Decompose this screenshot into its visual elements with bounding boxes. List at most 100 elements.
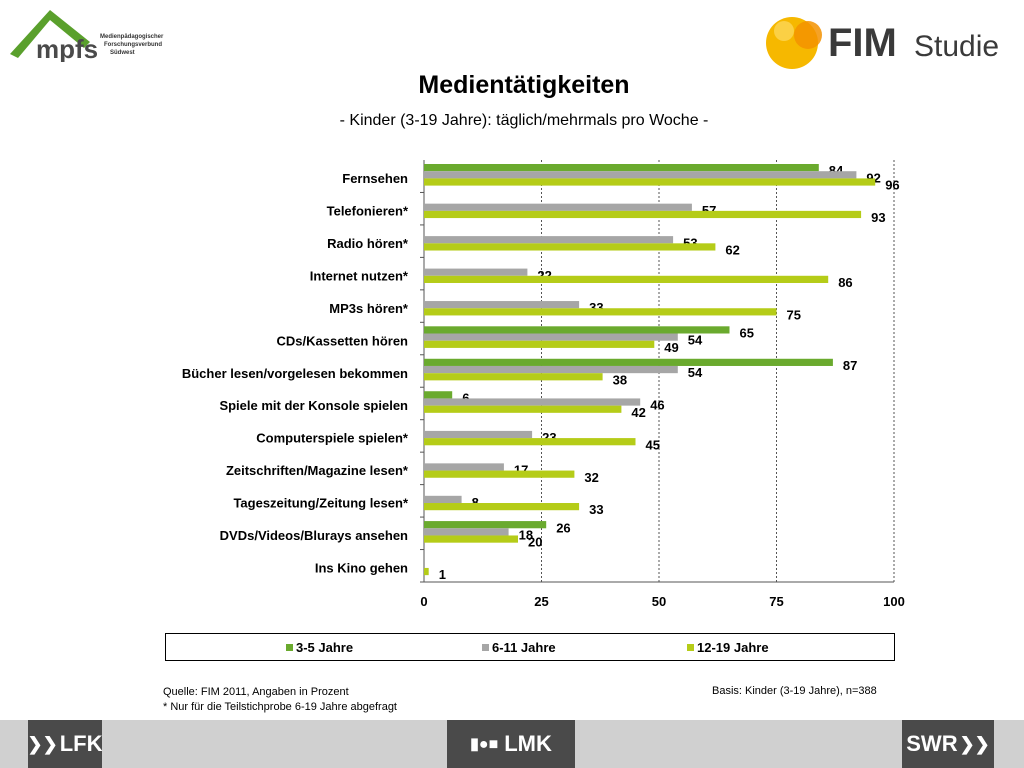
chart-title: Medientätigkeiten [418,71,630,99]
data-label: 86 [838,275,852,290]
subsample-note: * Nur für die Teilstichprobe 6-19 Jahre … [163,701,397,713]
data-label: 62 [725,243,739,258]
lmk-logo: ▮●■ LMK [447,720,575,768]
chart-subtitle: - Kinder (3-19 Jahre): täglich/mehrmals … [339,112,709,129]
category-label: Radio hören* [327,236,409,251]
category-label: Spiele mit der Konsole spielen [219,398,408,413]
bar [424,243,716,251]
x-tick-label: 50 [652,594,666,609]
bar [424,340,655,348]
bar [424,567,429,576]
mpfs-caption-1: Medienpädagogischer [100,34,164,40]
bar [424,301,580,309]
data-label: 42 [631,405,645,420]
mpfs-caption-3: Südwest [110,50,135,56]
data-label: 26 [556,520,570,535]
legend-label-12-19: 12-19 Jahre [697,640,769,655]
bar [424,528,509,536]
data-label: 8 [472,495,479,510]
mpfs-logo-text: mpfs [36,34,98,62]
category-label: Telefonieren* [327,203,409,218]
x-tick-label: 75 [769,594,783,609]
bar [424,203,692,211]
bar [424,405,622,413]
bar [424,236,674,244]
category-label: Computerspiele spielen* [256,431,409,446]
data-label: 32 [584,470,598,485]
bar [424,463,504,471]
swr-logo-text: SWR [906,731,958,756]
chart-legend: 3-5 Jahre 6-11 Jahre 12-19 Jahre [165,633,895,661]
data-label: 54 [688,333,703,348]
fim-studie-logo: FIM Studie [760,10,1010,72]
lfk-logo: ❯❯ LFK [28,720,102,768]
x-tick-label: 25 [534,594,548,609]
bar [424,308,777,316]
bar [424,171,857,179]
bar [424,503,580,511]
data-label: 96 [885,178,899,193]
data-label: 87 [843,358,857,373]
data-label: 45 [646,437,660,452]
category-label: Tageszeitung/Zeitung lesen* [233,496,409,511]
legend-label-6-11: 6-11 Jahre [492,640,556,655]
bar [424,438,636,446]
basis-note: Basis: Kinder (3-19 Jahre), n=388 [712,685,877,697]
lfk-logo-text: LFK [59,731,103,756]
bar [424,521,547,529]
fim-logo-bold: FIM [828,21,897,65]
fim-logo-light: Studie [914,30,999,63]
legend-swatch-12-19 [687,644,694,651]
swr-chevron-icon: ❯❯ [959,733,990,754]
bar [424,326,730,334]
source-text: Quelle: FIM 2011, Angaben in Prozent [163,686,349,698]
lfk-chevron-icon: ❯❯ [27,733,58,754]
lmk-dots-icon: ▮●■ [470,736,499,753]
bar [424,333,678,341]
bar [424,373,603,381]
bar [424,268,528,276]
legend-item-3-5: 3-5 Jahre [286,640,353,655]
lmk-logo-text: LMK [504,731,552,756]
x-tick-label: 100 [883,594,905,609]
data-label: 65 [740,326,754,341]
x-tick-label: 0 [420,594,427,609]
data-label: 1 [439,567,446,582]
legend-swatch-6-11 [482,644,489,651]
category-label: Ins Kino gehen [315,561,408,576]
data-label: 93 [871,210,885,225]
data-label: 75 [787,307,801,322]
bar [424,398,641,406]
data-label: 49 [664,340,678,355]
mpfs-caption-2: Forschungsverbund [104,42,162,48]
data-label: 20 [528,535,542,550]
bar [424,358,833,366]
bar [424,365,678,374]
data-label: 46 [650,398,664,413]
bar [424,470,575,478]
source-note: Quelle: FIM 2011, Angaben in Prozent * N… [163,685,397,715]
data-label: 18 [519,527,533,542]
data-label: 33 [589,502,603,517]
swr-logo: SWR ❯❯ [902,720,994,768]
bar [424,178,876,186]
category-label: Internet nutzen* [310,268,409,283]
mpfs-logo: mpfs Medienpädagogischer Forschungsverbu… [8,2,178,64]
bar [424,275,829,283]
data-label: 38 [613,372,627,387]
bar [424,164,819,172]
category-label: Bücher lesen/vorgelesen bekommen [182,366,408,381]
category-label: Fernsehen [342,171,408,186]
legend-item-12-19: 12-19 Jahre [687,640,769,655]
legend-swatch-3-5 [286,644,293,651]
category-label: MP3s hören* [329,301,409,316]
bar [424,430,533,439]
category-label: DVDs/Videos/Blurays ansehen [220,528,408,543]
bar [424,210,862,219]
legend-item-6-11: 6-11 Jahre [482,640,556,655]
bar [424,535,518,543]
legend-label-3-5: 3-5 Jahre [296,640,354,655]
data-label: 6 [462,390,469,405]
data-label: 54 [688,365,703,380]
